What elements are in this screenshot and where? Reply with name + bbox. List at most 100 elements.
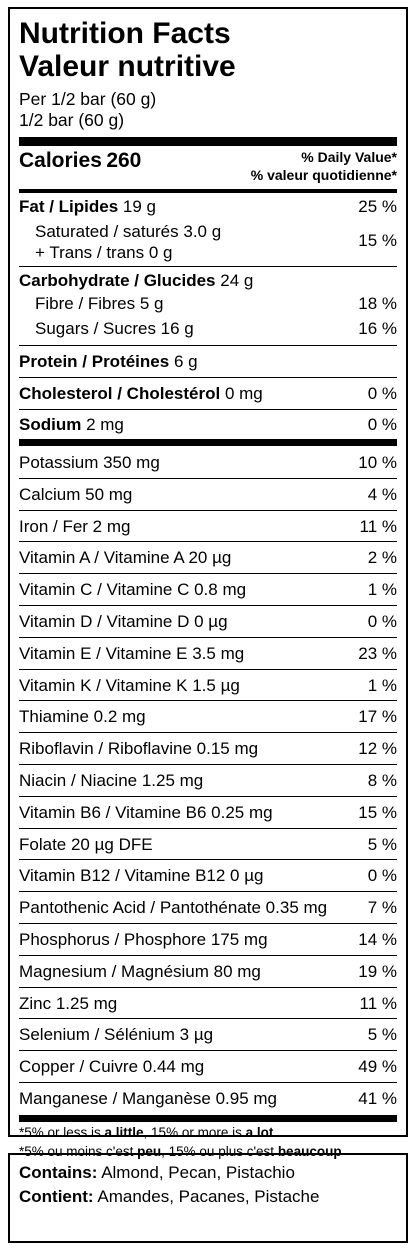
mineral-pct: 11 %: [359, 993, 398, 1013]
mineral-label: Iron / Fer 2 mg: [19, 516, 131, 536]
separator: [19, 1050, 397, 1051]
mineral-label: Copper / Cuivre 0.44 mg: [19, 1056, 205, 1076]
separator: [19, 764, 397, 765]
calories-label: Calories: [19, 149, 102, 172]
sat-trans-row: Saturated / saturés 3.0 g + Trans / tran…: [19, 221, 397, 265]
mineral-pct: 49 %: [358, 1056, 397, 1076]
mineral-pct: 5 %: [367, 834, 397, 854]
footnote-en-emphasis: a lot: [245, 1125, 274, 1140]
sodium-row: Sodium 2 mg 0 %: [19, 410, 397, 439]
mineral-pct: 8 %: [367, 770, 397, 790]
fat-label: Fat / Lipides: [19, 197, 119, 216]
sugars-row: Sugars / Sucres 16 g 16 %: [19, 316, 397, 341]
separator: [19, 377, 397, 378]
mineral-label: Niacin / Niacine 1.25 mg: [19, 770, 204, 790]
mineral-label: Vitamin B12 / Vitamine B12 0 µg: [19, 865, 264, 885]
mineral-label: Pantothenic Acid / Pantothénate 0.35 mg: [19, 897, 328, 917]
mineral-label: Vitamin C / Vitamine C 0.8 mg: [19, 579, 247, 599]
fibre-row: Fibre / Fibres 5 g 18 %: [19, 292, 397, 316]
fat-row: Fat / Lipides 19 g 25 %: [19, 193, 397, 221]
mineral-label: Vitamin K / Vitamine K 1.5 µg: [19, 675, 240, 695]
separator: [19, 955, 397, 956]
separator: [19, 859, 397, 860]
mineral-row: Vitamin B12 / Vitamine B12 0 µg 0 %: [19, 860, 397, 891]
mineral-row: Vitamin K / Vitamine K 1.5 µg 1 %: [19, 670, 397, 701]
separator: [19, 700, 397, 701]
separator: [19, 732, 397, 733]
mineral-pct: 4 %: [367, 484, 397, 504]
mineral-pct: 19 %: [358, 961, 397, 981]
footnote-fr-emphasis: peu: [137, 1144, 162, 1159]
mineral-row: Niacin / Niacine 1.25 mg 8 %: [19, 765, 397, 796]
sodium-amount: 2 mg: [86, 414, 124, 434]
separator: [19, 891, 397, 892]
mineral-label: Folate 20 µg DFE: [19, 834, 153, 854]
separator: [19, 573, 397, 574]
mineral-row: Vitamin A / Vitamine A 20 µg 2 %: [19, 542, 397, 573]
calories-value: 260: [106, 149, 142, 172]
mineral-pct: 23 %: [358, 643, 397, 663]
mineral-pct: 15 %: [358, 802, 397, 822]
mineral-row: Phosphorus / Phosphore 175 mg 14 %: [19, 924, 397, 955]
separator: [19, 1018, 397, 1019]
mineral-row: Magnesium / Magnésium 80 mg 19 %: [19, 956, 397, 987]
fibre-pct: 18 %: [358, 294, 397, 313]
sugars-label: Sugars / Sucres 16 g: [35, 318, 194, 338]
separator: [19, 345, 397, 346]
carb-label: Carbohydrate / Glucides: [19, 270, 216, 290]
mineral-pct: 5 %: [367, 1024, 397, 1044]
mineral-label: Selenium / Sélénium 3 µg: [19, 1024, 214, 1044]
allergen-box: Contains: Almond, Pecan, Pistachio Conti…: [8, 1153, 408, 1243]
contains-value: Almond, Pecan, Pistachio: [101, 1163, 295, 1182]
thick-rule-top: [19, 137, 397, 146]
mineral-pct: 41 %: [358, 1088, 397, 1108]
mineral-label: Zinc 1.25 mg: [19, 993, 118, 1013]
mineral-label: Thiamine 0.2 mg: [19, 706, 146, 726]
contient-label: Contient:: [19, 1187, 94, 1206]
mineral-pct: 12 %: [358, 738, 397, 758]
contient-value: Amandes, Pacanes, Pistache: [97, 1187, 320, 1206]
carb-amount: 24 g: [220, 270, 254, 290]
mineral-label: Vitamin E / Vitamine E 3.5 mg: [19, 643, 245, 663]
mineral-row: Copper / Cuivre 0.44 mg 49 %: [19, 1051, 397, 1082]
mineral-pct: 0 %: [367, 865, 397, 885]
footnote-en: *5% or less is a little, 15% or more is …: [19, 1123, 397, 1142]
sodium-pct: 0 %: [367, 414, 397, 434]
fat-amount: 19 g: [122, 197, 157, 216]
mineral-pct: 10 %: [358, 452, 397, 472]
mineral-row: Iron / Fer 2 mg 11 %: [19, 511, 397, 542]
mineral-label: Riboflavin / Riboflavine 0.15 mg: [19, 738, 259, 758]
mineral-label: Vitamin A / Vitamine A 20 µg: [19, 547, 232, 567]
cholesterol-amount: 0 mg: [224, 383, 263, 403]
daily-value-header-fr: % valeur quotidienne*: [250, 167, 397, 183]
sugars-pct: 16 %: [358, 318, 397, 338]
serving-size-fr: 1/2 bar (60 g): [19, 110, 125, 130]
protein-row: Protein / Protéines 6 g: [19, 346, 397, 377]
mineral-row: Calcium 50 mg 4 %: [19, 479, 397, 510]
footnote-en-part: , 15% or more is: [143, 1125, 246, 1140]
carb-row: Carbohydrate / Glucides 24 g: [19, 267, 397, 294]
mineral-pct: 7 %: [367, 897, 397, 917]
mineral-pct: 1 %: [367, 675, 397, 695]
sat-trans-pct: 15 %: [358, 231, 397, 250]
mineral-pct: 17 %: [358, 706, 397, 726]
daily-value-header: % Daily Value* % valeur quotidienne*: [251, 148, 397, 184]
title-fr: Valeur nutritive: [19, 50, 236, 83]
serving-size-en: Per 1/2 bar (60 g): [19, 89, 157, 109]
separator: [19, 266, 397, 267]
footnote-fr: *5% ou moins c'est peu, 15% ou plus c'es…: [19, 1142, 397, 1161]
separator: [19, 987, 397, 988]
mineral-label: Vitamin B6 / Vitamine B6 0.25 mg: [19, 802, 273, 822]
thick-rule-bottom: [19, 1115, 397, 1122]
mineral-label: Calcium 50 mg: [19, 484, 133, 504]
contains-line: Contains: Almond, Pecan, Pistachio: [19, 1161, 397, 1185]
mineral-row: Pantothenic Acid / Pantothénate 0.35 mg 7…: [19, 892, 397, 923]
separator: [19, 605, 397, 606]
separator: [19, 637, 397, 638]
cholesterol-pct: 0 %: [367, 383, 397, 403]
footnote-fr-part: , 15% ou plus c'est: [161, 1144, 278, 1159]
mineral-row: Zinc 1.25 mg 11 %: [19, 988, 397, 1019]
separator: [19, 828, 397, 829]
thick-rule-minerals: [19, 439, 397, 446]
separator: [19, 1082, 397, 1083]
